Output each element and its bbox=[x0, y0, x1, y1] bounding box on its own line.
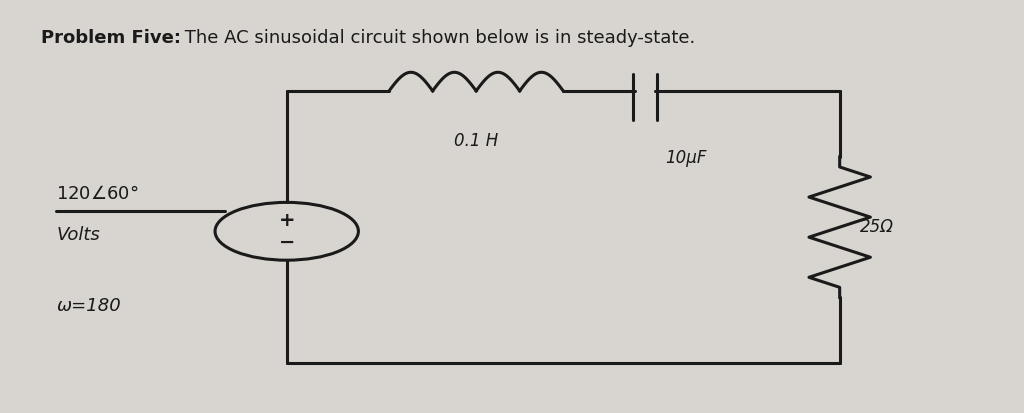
Text: ω=180: ω=180 bbox=[56, 297, 121, 315]
Text: +: + bbox=[279, 211, 295, 230]
Text: $120\angle 60°$: $120\angle 60°$ bbox=[56, 185, 139, 203]
Text: 10μF: 10μF bbox=[666, 149, 708, 167]
Text: Volts: Volts bbox=[56, 226, 100, 244]
Text: −: − bbox=[279, 233, 295, 252]
Text: Problem Five:: Problem Five: bbox=[41, 29, 181, 47]
Text: 0.1 H: 0.1 H bbox=[454, 132, 499, 150]
Text: The AC sinusoidal circuit shown below is in steady-state.: The AC sinusoidal circuit shown below is… bbox=[179, 29, 695, 47]
Text: 25Ω: 25Ω bbox=[860, 218, 894, 236]
